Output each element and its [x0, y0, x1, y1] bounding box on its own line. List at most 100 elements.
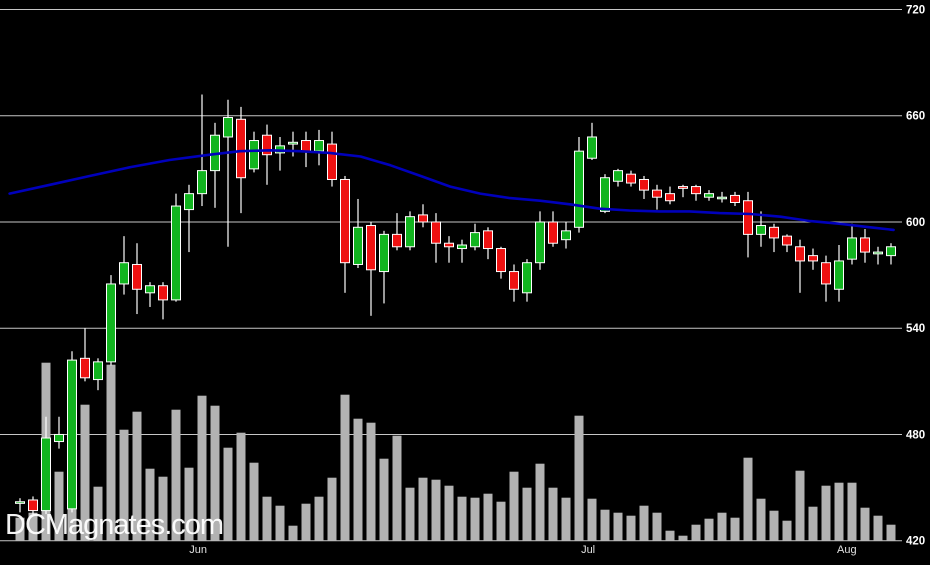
volume-bar — [496, 501, 506, 541]
volume-bar — [600, 509, 610, 541]
volume-bar — [145, 468, 155, 541]
candle-down — [509, 271, 519, 290]
x-axis-month-label: Jul — [581, 544, 595, 556]
volume-bar — [431, 479, 441, 541]
volume-bar — [327, 477, 337, 541]
candle-up — [54, 433, 64, 443]
volume-bar — [366, 422, 376, 541]
volume-bar — [769, 510, 779, 541]
volume-bar — [678, 535, 688, 541]
volume-bar — [834, 482, 844, 541]
volume-bar — [548, 487, 558, 541]
candle-up — [223, 117, 233, 138]
volume-bar — [704, 518, 714, 541]
volume-bar — [847, 482, 857, 541]
candle-up — [93, 361, 103, 381]
volume-bar — [353, 418, 363, 541]
candle-up — [574, 150, 584, 228]
candle-up — [379, 233, 389, 273]
watermark: DCMagnates.com — [5, 509, 224, 541]
x-axis-month-label: Aug — [837, 544, 857, 556]
candle-up — [457, 244, 467, 250]
candle-up — [171, 205, 181, 301]
candle-down — [730, 194, 740, 204]
y-axis-tick-label: 720 — [906, 5, 925, 17]
volume-bar — [756, 498, 766, 541]
volume-bar — [379, 458, 389, 541]
volume-bar — [782, 520, 792, 541]
candle-down — [652, 189, 662, 198]
candle-down — [665, 193, 675, 202]
candle-up — [314, 140, 324, 152]
volume-bar — [405, 487, 415, 541]
volume-bar — [717, 512, 727, 541]
volume-bar — [886, 524, 896, 541]
candle-up — [587, 136, 597, 159]
candle-up — [522, 262, 532, 294]
candle-up — [756, 225, 766, 235]
candle-up — [288, 141, 298, 145]
volume-bar — [522, 487, 532, 541]
candle-up — [561, 230, 571, 241]
volume-bar — [171, 409, 181, 541]
candle-down — [743, 200, 753, 235]
volume-bar — [873, 515, 883, 541]
y-axis-tick-label: 600 — [906, 217, 925, 229]
candle-up — [470, 232, 480, 248]
volume-bar — [262, 496, 272, 541]
volume-bar — [392, 435, 402, 541]
candle-down — [80, 357, 90, 379]
volume-bar — [561, 497, 571, 541]
volume-bar — [795, 470, 805, 541]
volume-bar — [15, 517, 25, 541]
volume-bar — [158, 476, 168, 541]
candle-up — [145, 285, 155, 294]
candle-up — [613, 170, 623, 182]
volume-bar — [470, 497, 480, 541]
candle-down — [262, 134, 272, 156]
candle-up — [834, 260, 844, 290]
candle-down — [496, 248, 506, 273]
candle-up — [704, 193, 714, 198]
candle-down — [782, 235, 792, 246]
candle-down — [28, 499, 38, 512]
volume-bar — [509, 471, 519, 541]
volume-bar — [652, 512, 662, 541]
candle-down — [678, 186, 688, 189]
candle-down — [366, 225, 376, 271]
volume-bar — [210, 405, 220, 541]
candle-down — [691, 186, 701, 195]
volume-bar — [119, 429, 129, 541]
candle-up — [15, 501, 25, 504]
candle-up — [353, 226, 363, 265]
y-axis-tick-label: 420 — [906, 536, 925, 548]
candle-down — [860, 237, 870, 253]
volume-bar — [483, 493, 493, 541]
y-axis-tick-label: 480 — [906, 429, 925, 441]
volume-bar — [691, 524, 701, 541]
volume-bar — [613, 512, 623, 541]
candle-down — [821, 262, 831, 285]
volume-bar — [223, 447, 233, 541]
candle-up — [197, 170, 207, 195]
candle-down — [340, 178, 350, 264]
volume-bar — [314, 496, 324, 541]
volume-bar — [184, 467, 194, 541]
candle-down — [639, 178, 649, 191]
candle-up — [847, 237, 857, 260]
y-axis-tick-label: 660 — [906, 111, 925, 123]
candle-down — [301, 140, 311, 152]
volume-bar — [574, 415, 584, 541]
x-axis-month-label: Jun — [189, 544, 207, 556]
candle-down — [548, 221, 558, 244]
candle-down — [431, 221, 441, 244]
volume-bar — [457, 496, 467, 541]
candle-down — [392, 233, 402, 248]
volume-bar — [288, 525, 298, 541]
candle-down — [795, 246, 805, 262]
candle-down — [626, 173, 636, 184]
volume-bar — [301, 503, 311, 541]
y-axis-tick-label: 540 — [906, 323, 925, 335]
